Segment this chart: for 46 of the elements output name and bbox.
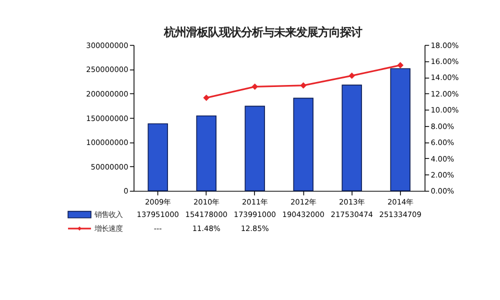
bar	[196, 115, 216, 192]
legend-label: 增长速度	[93, 224, 122, 233]
legend-label: 销售收入	[93, 210, 122, 220]
y2-tick-label: 4.00%	[430, 154, 454, 164]
y2-tick-label: 8.00%	[430, 122, 454, 131]
point	[300, 82, 307, 89]
data-label: 12.85%	[240, 224, 269, 233]
x-tick-label: 2011年	[242, 197, 268, 206]
y2-tick-label: 6.00%	[430, 138, 454, 148]
bar	[390, 68, 410, 192]
x-tick-label: 2013年	[338, 197, 365, 206]
chart-title: 杭州滑板队现状分析与未来发展方向探讨	[162, 24, 362, 39]
y-tick-label: 50000000	[90, 162, 129, 172]
data-label: 190432000	[282, 210, 325, 220]
bar	[244, 106, 265, 192]
point	[348, 72, 356, 79]
x-tick-label: 2009年	[144, 197, 171, 206]
bar	[293, 98, 314, 192]
y2-tick-label: 16.00%	[430, 57, 459, 66]
y2-tick-label: 12.00%	[430, 89, 459, 98]
y2-tick-label: 2.00%	[430, 170, 454, 180]
data-label: 217530474	[330, 210, 374, 220]
y2-tick-label: 0.00%	[430, 186, 454, 196]
data-label: 11.48%	[192, 224, 220, 233]
data-label: 173991000	[234, 210, 276, 220]
y2-tick-label: 18.00%	[430, 40, 459, 50]
point	[203, 94, 210, 101]
text: ---	[154, 224, 162, 233]
x-tick-label: 2012年	[290, 197, 316, 206]
data-label: 251334709	[379, 210, 422, 220]
point	[252, 84, 258, 90]
y-tick-label: 0	[124, 186, 129, 196]
point	[397, 62, 404, 68]
data-label: 137951000	[136, 210, 180, 220]
x-tick-label: 2010年	[193, 197, 220, 206]
y2-tick-label: 10.00%	[430, 106, 459, 115]
y-tick-label: 300000000	[86, 40, 129, 50]
y-tick-label: 250000000	[86, 65, 129, 74]
bar	[342, 84, 362, 192]
data-label: 154178000	[185, 210, 228, 220]
y2-tick-label: 14.00%	[430, 73, 459, 82]
y-tick-label: 150000000	[86, 114, 129, 123]
x-tick-label: 2014年	[387, 197, 414, 206]
y-tick-label: 200000000	[86, 89, 129, 98]
bar	[148, 123, 168, 192]
y-tick-label: 100000000	[86, 138, 129, 148]
